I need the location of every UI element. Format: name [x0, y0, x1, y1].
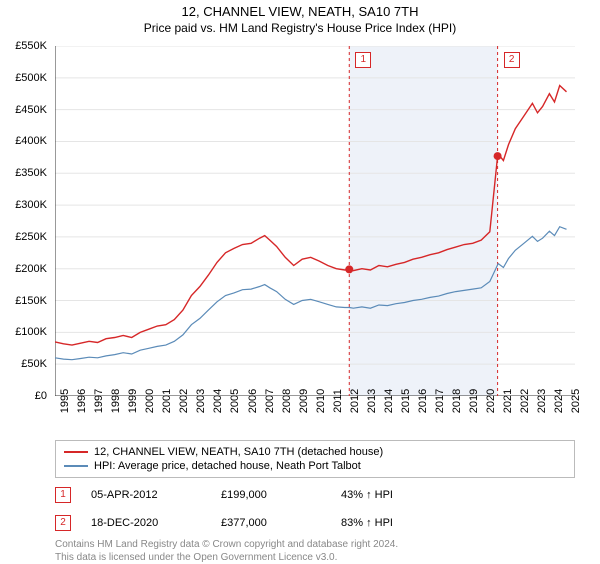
sale-price: £377,000	[221, 517, 321, 529]
sale-marker-box: 2	[504, 52, 520, 68]
sale-row: 1 05-APR-2012 £199,000 43% ↑ HPI	[55, 484, 575, 506]
x-axis-label: 2010	[315, 389, 327, 413]
y-axis-label: £100K	[0, 326, 47, 338]
legend-label: HPI: Average price, detached house, Neat…	[94, 460, 361, 472]
chart-area: £0£50K£100K£150K£200K£250K£300K£350K£400…	[55, 46, 575, 396]
chart-title: 12, CHANNEL VIEW, NEATH, SA10 7TH	[0, 0, 600, 19]
sale-row: 2 18-DEC-2020 £377,000 83% ↑ HPI	[55, 512, 575, 534]
legend: 12, CHANNEL VIEW, NEATH, SA10 7TH (detac…	[55, 440, 575, 564]
x-axis-label: 2002	[178, 389, 190, 413]
legend-item-red: 12, CHANNEL VIEW, NEATH, SA10 7TH (detac…	[64, 445, 566, 459]
x-axis-label: 2016	[417, 389, 429, 413]
x-axis-label: 2014	[383, 389, 395, 413]
sale-pct: 43% ↑ HPI	[341, 489, 393, 501]
x-axis-label: 2001	[161, 389, 173, 413]
x-axis-label: 2008	[281, 389, 293, 413]
footer-line: This data is licensed under the Open Gov…	[55, 551, 575, 564]
x-axis-label: 2025	[570, 389, 582, 413]
x-axis-label: 1998	[110, 389, 122, 413]
y-axis-label: £200K	[0, 263, 47, 275]
x-axis-label: 2018	[451, 389, 463, 413]
x-axis-label: 2006	[247, 389, 259, 413]
y-axis-label: £50K	[0, 358, 47, 370]
x-axis-label: 2009	[298, 389, 310, 413]
x-axis-label: 2011	[332, 389, 344, 413]
x-axis-label: 1999	[127, 389, 139, 413]
sale-pct: 83% ↑ HPI	[341, 517, 393, 529]
x-axis-label: 2021	[502, 389, 514, 413]
sale-date: 05-APR-2012	[91, 489, 201, 501]
y-axis-label: £350K	[0, 167, 47, 179]
y-axis-label: £500K	[0, 72, 47, 84]
y-axis-label: £0	[0, 390, 47, 402]
sale-price: £199,000	[221, 489, 321, 501]
x-axis-label: 1997	[93, 389, 105, 413]
x-axis-label: 2013	[366, 389, 378, 413]
sale-date: 18-DEC-2020	[91, 517, 201, 529]
chart-plot	[55, 46, 575, 396]
y-axis-label: £150K	[0, 295, 47, 307]
x-axis-label: 2019	[468, 389, 480, 413]
x-axis-label: 2015	[400, 389, 412, 413]
y-axis-label: £400K	[0, 135, 47, 147]
chart-subtitle: Price paid vs. HM Land Registry's House …	[0, 19, 600, 35]
footer-line: Contains HM Land Registry data © Crown c…	[55, 538, 575, 551]
y-axis-label: £450K	[0, 104, 47, 116]
x-axis-label: 2022	[519, 389, 531, 413]
x-axis-label: 2024	[553, 389, 565, 413]
footer-text: Contains HM Land Registry data © Crown c…	[55, 538, 575, 564]
legend-label: 12, CHANNEL VIEW, NEATH, SA10 7TH (detac…	[94, 446, 383, 458]
x-axis-label: 2005	[229, 389, 241, 413]
sale-marker: 2	[55, 515, 71, 531]
sale-marker: 1	[55, 487, 71, 503]
x-axis-label: 2017	[434, 389, 446, 413]
x-axis-label: 2003	[195, 389, 207, 413]
legend-item-blue: HPI: Average price, detached house, Neat…	[64, 459, 566, 473]
y-axis-label: £300K	[0, 199, 47, 211]
x-axis-label: 2012	[349, 389, 361, 413]
y-axis-label: £250K	[0, 231, 47, 243]
x-axis-label: 2004	[212, 389, 224, 413]
x-axis-label: 2000	[144, 389, 156, 413]
x-axis-label: 1995	[59, 389, 71, 413]
x-axis-label: 1996	[76, 389, 88, 413]
y-axis-label: £550K	[0, 40, 47, 52]
x-axis-label: 2020	[485, 389, 497, 413]
sale-marker-box: 1	[355, 52, 371, 68]
x-axis-label: 2007	[264, 389, 276, 413]
x-axis-label: 2023	[536, 389, 548, 413]
